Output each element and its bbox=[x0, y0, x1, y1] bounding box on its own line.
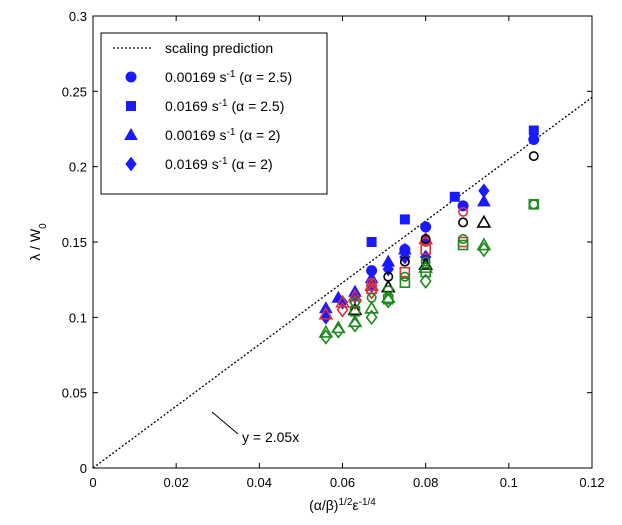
point bbox=[399, 266, 411, 278]
point bbox=[458, 206, 469, 217]
text-part: scaling prediction bbox=[165, 40, 273, 56]
point bbox=[365, 283, 378, 300]
x-tick-label: 0.12 bbox=[579, 475, 604, 490]
point bbox=[478, 183, 490, 199]
point bbox=[399, 271, 410, 282]
text-part: (α = 2) bbox=[235, 127, 280, 143]
legend-box bbox=[100, 32, 328, 195]
point bbox=[420, 244, 431, 255]
point bbox=[420, 233, 431, 244]
legend-label: scaling prediction bbox=[165, 40, 273, 56]
text-part: -1 bbox=[227, 127, 236, 138]
point bbox=[399, 214, 410, 225]
point bbox=[366, 237, 377, 247]
point bbox=[365, 309, 378, 326]
point bbox=[420, 237, 431, 248]
point bbox=[420, 221, 432, 233]
text-part: 0.00169 s bbox=[165, 127, 227, 143]
text-part: 0.0169 s bbox=[165, 156, 219, 172]
point bbox=[318, 306, 334, 320]
y-axis-label: λ / W0 bbox=[27, 223, 49, 261]
x-tick-label: 0.02 bbox=[164, 475, 189, 490]
point bbox=[364, 278, 379, 291]
point bbox=[399, 256, 410, 267]
y-tick-label: 0.3 bbox=[69, 9, 87, 24]
text-part: (α/β) bbox=[309, 497, 338, 513]
point bbox=[476, 237, 492, 251]
legend-label: 0.0169 s-1 (α = 2) bbox=[165, 156, 273, 173]
point bbox=[335, 294, 350, 308]
point bbox=[364, 300, 379, 314]
text-part: -1 bbox=[219, 156, 228, 167]
point bbox=[348, 317, 361, 333]
point bbox=[347, 288, 363, 302]
line bbox=[92, 96, 593, 469]
point bbox=[528, 199, 540, 210]
x-tick-label: 0.06 bbox=[330, 475, 355, 490]
text-part: λ / W bbox=[27, 228, 43, 261]
y-tick-label: 0.05 bbox=[62, 386, 87, 401]
point bbox=[528, 151, 539, 162]
y-tick-label: 0.2 bbox=[69, 160, 87, 175]
text-part: ε bbox=[352, 497, 358, 513]
legend-label: 0.00169 s-1 (α = 2.5) bbox=[165, 69, 292, 86]
point bbox=[476, 214, 492, 228]
point bbox=[319, 329, 332, 345]
point bbox=[382, 292, 395, 309]
x-tick-label: 0 bbox=[89, 475, 96, 490]
legend-label: 0.0169 s-1 (α = 2.5) bbox=[165, 98, 284, 115]
point bbox=[458, 233, 469, 244]
point bbox=[528, 134, 540, 146]
y-tick-label: 0 bbox=[80, 461, 87, 476]
point bbox=[449, 191, 460, 202]
text-part: 0.00169 s bbox=[165, 69, 227, 85]
point bbox=[477, 241, 490, 258]
point bbox=[318, 324, 334, 338]
legend-marker bbox=[125, 156, 137, 172]
text-part: -1 bbox=[227, 69, 236, 80]
point bbox=[332, 323, 345, 339]
x-tick-label: 0.08 bbox=[413, 475, 438, 490]
point bbox=[418, 260, 434, 273]
legend-marker bbox=[125, 71, 137, 83]
point bbox=[458, 217, 469, 228]
point bbox=[419, 273, 432, 289]
point bbox=[528, 125, 539, 136]
y-tick-label: 0.1 bbox=[69, 310, 87, 325]
legend-label: 0.00169 s-1 (α = 2) bbox=[165, 127, 280, 144]
text-part: -1 bbox=[219, 98, 228, 109]
point bbox=[336, 301, 349, 318]
point bbox=[457, 239, 469, 251]
text-part: 0 bbox=[38, 223, 49, 229]
y-tick-label: 0.15 bbox=[62, 235, 87, 250]
text-part: (α = 2) bbox=[228, 156, 273, 172]
legend-marker bbox=[126, 101, 136, 111]
text-part: 1/2 bbox=[338, 497, 352, 508]
x-tick-label: 0.1 bbox=[500, 475, 518, 490]
x-tick-label: 0.04 bbox=[247, 475, 272, 490]
y-tick-label: 0.25 bbox=[62, 84, 87, 99]
point bbox=[420, 256, 431, 267]
text-part: -1/4 bbox=[359, 497, 377, 508]
annotation-leader bbox=[211, 411, 239, 435]
annotation: y = 2.05x bbox=[242, 429, 299, 445]
point bbox=[399, 277, 411, 288]
text-part: 0.0169 s bbox=[165, 98, 219, 114]
point bbox=[477, 194, 491, 207]
legend-marker bbox=[124, 127, 138, 140]
text-part: (α = 2.5) bbox=[235, 69, 292, 85]
text-part: (α = 2.5) bbox=[228, 98, 285, 114]
x-axis-label: (α/β)1/2ε-1/4 bbox=[309, 497, 376, 514]
